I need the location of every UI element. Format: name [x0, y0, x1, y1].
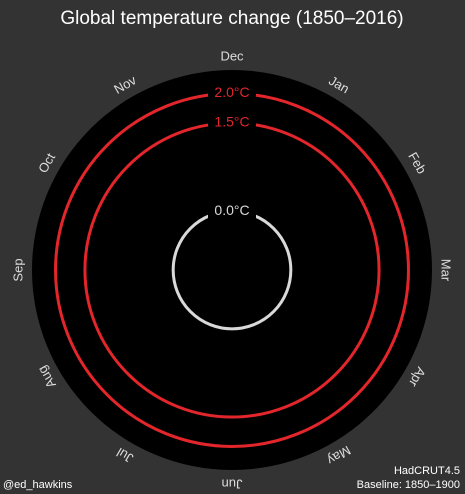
- baseline: Baseline: 1850–1900: [357, 479, 460, 491]
- month-label: Dec: [220, 48, 244, 63]
- month-label: Jun: [222, 477, 243, 492]
- month-label: Jul: [114, 445, 136, 466]
- chart-title: Global temperature change (1850–2016): [60, 8, 403, 29]
- credit: @ed_hawkins: [3, 479, 73, 491]
- ring-label: 2.0°C: [214, 84, 249, 100]
- ring-label-bg: [208, 113, 256, 132]
- ring-label-bg: [208, 202, 256, 221]
- ring-label: 0.0°C: [214, 202, 249, 218]
- plot-disk: [32, 70, 432, 470]
- month-label: Sep: [10, 258, 25, 281]
- month-label: Mar: [439, 259, 454, 282]
- ring-label-bg: [208, 84, 256, 103]
- source: HadCRUT4.5: [394, 465, 460, 477]
- ring-label: 1.5°C: [214, 114, 249, 130]
